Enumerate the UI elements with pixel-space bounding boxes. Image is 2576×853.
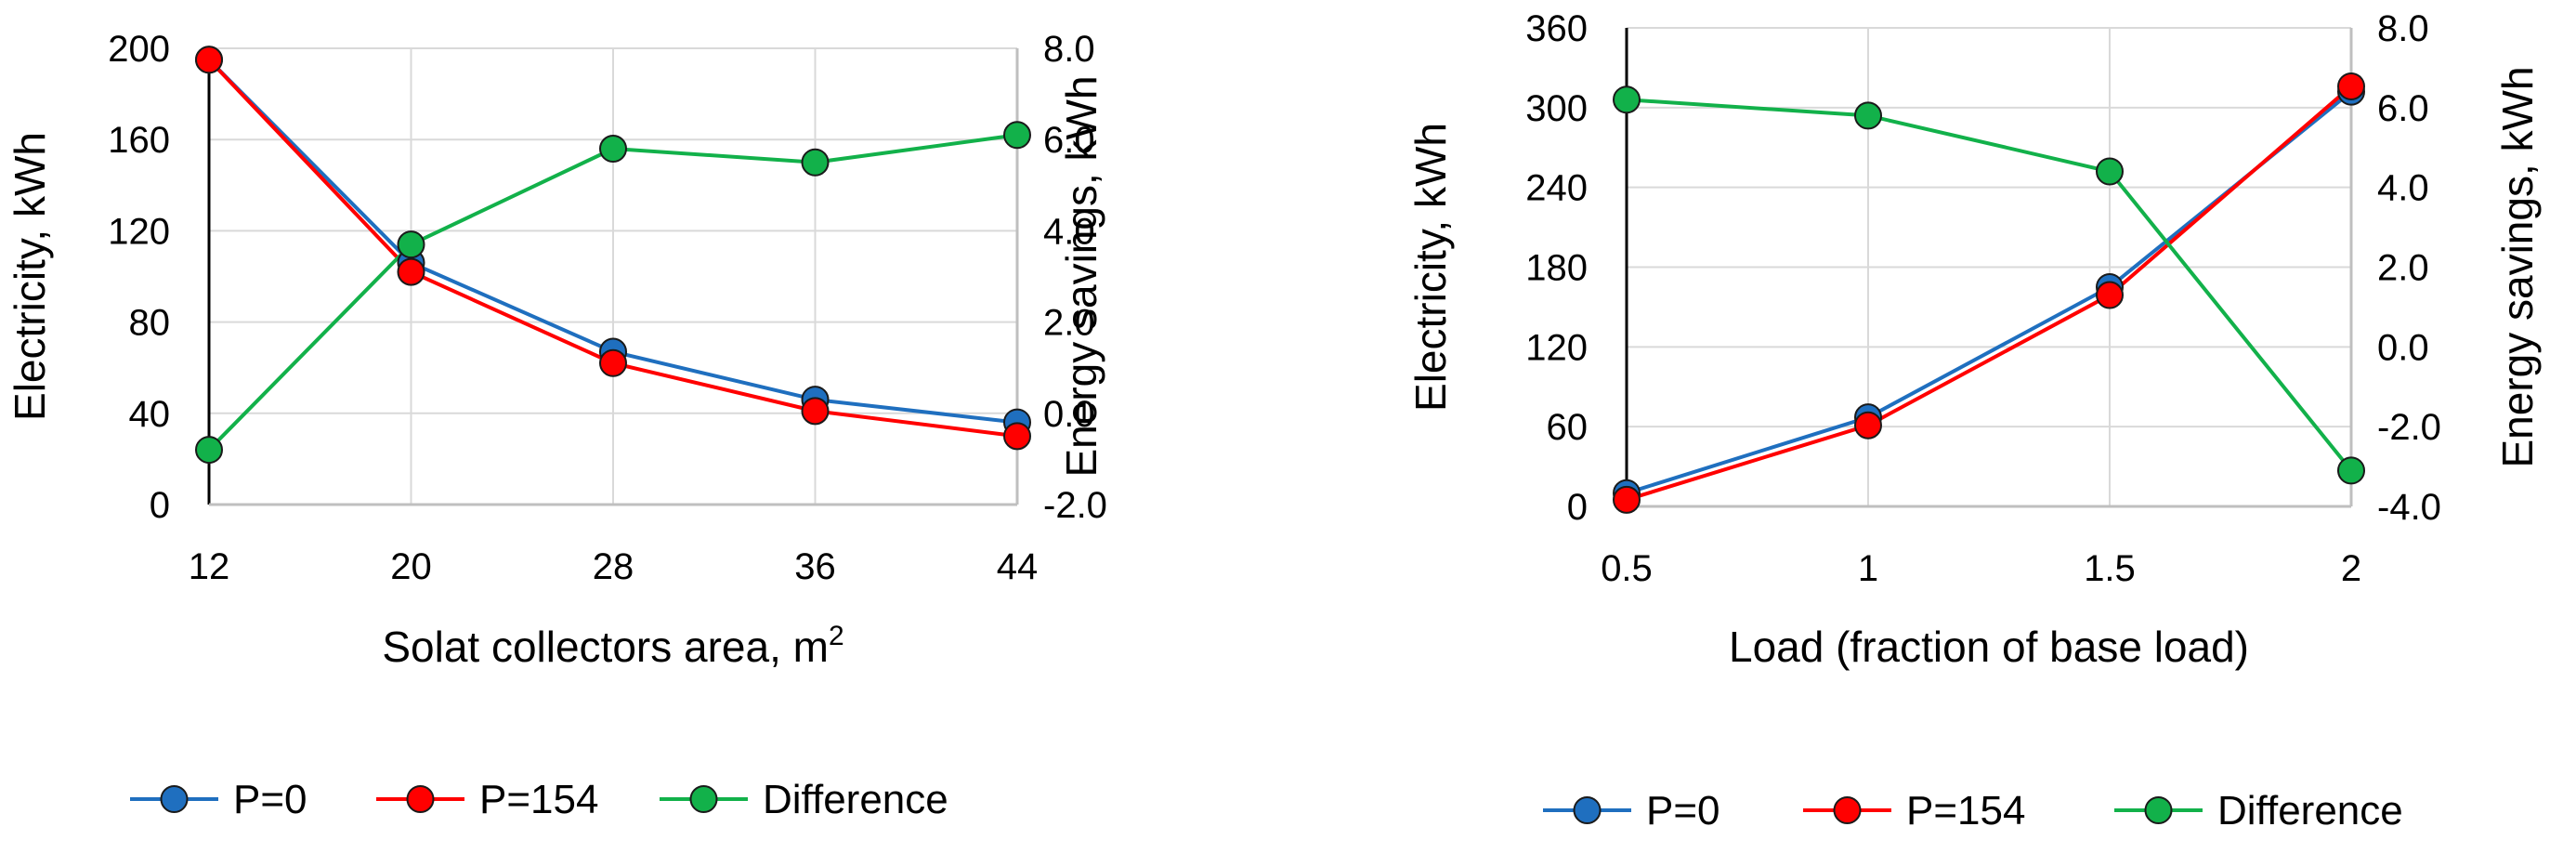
x-axis-title-text: Load (fraction of base load): [1729, 623, 2249, 671]
y2-tick-label: -2.0: [2377, 407, 2441, 448]
legend-label-p0: P=0: [233, 777, 307, 822]
chart-left-svg: 0 40 80 120 160 200 -2.0 0.0 2.0 4.0 6.0 8.0 12 20 28 3…: [6, 29, 1107, 822]
legend-label-p154: P=154: [1906, 788, 2025, 833]
x-tick-label: 36: [794, 546, 836, 587]
legend-label-p154: P=154: [479, 777, 598, 822]
y2-tick-label: 4.0: [2377, 168, 2429, 209]
legend-marker-diff: [2144, 796, 2173, 824]
series-line-diff: [1626, 98, 2353, 472]
x-tick-label: 20: [390, 546, 432, 587]
x-tick-label: 12: [189, 546, 230, 587]
y-tick-label: 60: [1547, 407, 1589, 448]
x-tick-label: 44: [997, 546, 1039, 587]
legend-label-diff: Difference: [763, 777, 948, 822]
data-point-diff: [1003, 121, 1031, 150]
y2-tick-label: 4.0: [1043, 211, 1095, 252]
y-tick-label: 200: [108, 29, 170, 70]
y-tick-label: 0: [1567, 487, 1588, 528]
y2-tick-label: -2.0: [1043, 485, 1107, 526]
y2-axis-title: Energy savings, kWh: [1057, 75, 1105, 477]
legend-label-diff: Difference: [2217, 788, 2403, 833]
legend-marker-p154: [1833, 796, 1862, 824]
y-tick-label: 240: [1525, 168, 1588, 209]
y-tick-label: 180: [1525, 248, 1588, 289]
x-axis-title: Load (fraction of base load): [1729, 623, 2249, 671]
data-point-diff: [2096, 157, 2124, 186]
data-point-p154: [195, 46, 223, 74]
chart-right-svg: 0 60 120 180 240 300 360 -4.0 -2.0 0.0 2.0 4.0 6.0 8.…: [1406, 8, 2542, 833]
y2-tick-label: -4.0: [2377, 487, 2441, 528]
data-point-diff: [801, 148, 830, 177]
y-axis-title: Electricity, kWh: [6, 132, 54, 421]
data-point-diff: [1854, 101, 1882, 130]
y2-tick-label: 6.0: [1043, 120, 1095, 161]
x-tick-label: 2: [2341, 548, 2361, 589]
series-line-p154: [1626, 85, 2353, 502]
y2-tick-label: 6.0: [2377, 88, 2429, 129]
data-point-p154: [397, 257, 425, 286]
data-point-p154: [1613, 485, 1641, 514]
data-point-p154: [2337, 72, 2365, 100]
x-tick-label: 1.5: [2084, 548, 2136, 589]
y-tick-label: 40: [129, 394, 171, 435]
series-line-p0: [1626, 90, 2353, 495]
y2-tick-label: 2.0: [2377, 248, 2429, 289]
legend-marker-diff: [689, 785, 718, 813]
y-axis-title: Electricity, kWh: [1406, 123, 1455, 412]
x-axis-title-text: Solat collectors area, m: [382, 623, 829, 671]
x-axis-title-superscript: 2: [829, 621, 844, 651]
data-point-p154: [599, 348, 627, 377]
legend-marker-p154: [406, 785, 435, 813]
chart-left: 0 40 80 120 160 200 -2.0 0.0 2.0 4.0 6.0 8.0 12 20 28 3…: [6, 29, 1107, 822]
x-tick-label: 0.5: [1601, 548, 1653, 589]
data-point-p154: [1854, 411, 1882, 440]
y-tick-label: 160: [108, 120, 170, 161]
chart-right: 0 60 120 180 240 300 360 -4.0 -2.0 0.0 2.0 4.0 6.0 8.…: [1288, 0, 2576, 853]
x-tick-label: 28: [593, 546, 634, 587]
data-point-diff: [195, 436, 223, 465]
y-tick-label: 120: [108, 211, 170, 252]
y-tick-label: 80: [129, 303, 171, 344]
legend-marker-p0: [1573, 796, 1602, 824]
x-tick-label: 1: [1858, 548, 1878, 589]
data-point-p154: [801, 397, 830, 426]
data-point-diff: [2337, 456, 2365, 485]
y-tick-label: 360: [1525, 8, 1588, 49]
y2-tick-label: 8.0: [1043, 29, 1095, 70]
y-tick-label: 0: [150, 485, 170, 526]
legend-label-p0: P=0: [1646, 788, 1720, 833]
y-tick-label: 120: [1525, 327, 1588, 368]
y2-tick-label: 0.0: [1043, 394, 1095, 435]
y2-tick-label: 8.0: [2377, 8, 2429, 49]
y2-tick-label: 0.0: [2377, 327, 2429, 368]
data-point-p154: [1003, 422, 1031, 451]
y2-tick-label: 2.0: [1043, 303, 1095, 344]
data-point-p154: [2096, 281, 2124, 309]
y-tick-label: 300: [1525, 88, 1588, 129]
data-point-diff: [397, 230, 425, 259]
legend-marker-p0: [160, 785, 189, 813]
data-point-diff: [1613, 85, 1641, 114]
y2-axis-title: Energy savings, kWh: [2493, 66, 2542, 467]
data-point-diff: [599, 135, 627, 164]
x-axis-title: Solat collectors area, m2: [382, 621, 843, 671]
